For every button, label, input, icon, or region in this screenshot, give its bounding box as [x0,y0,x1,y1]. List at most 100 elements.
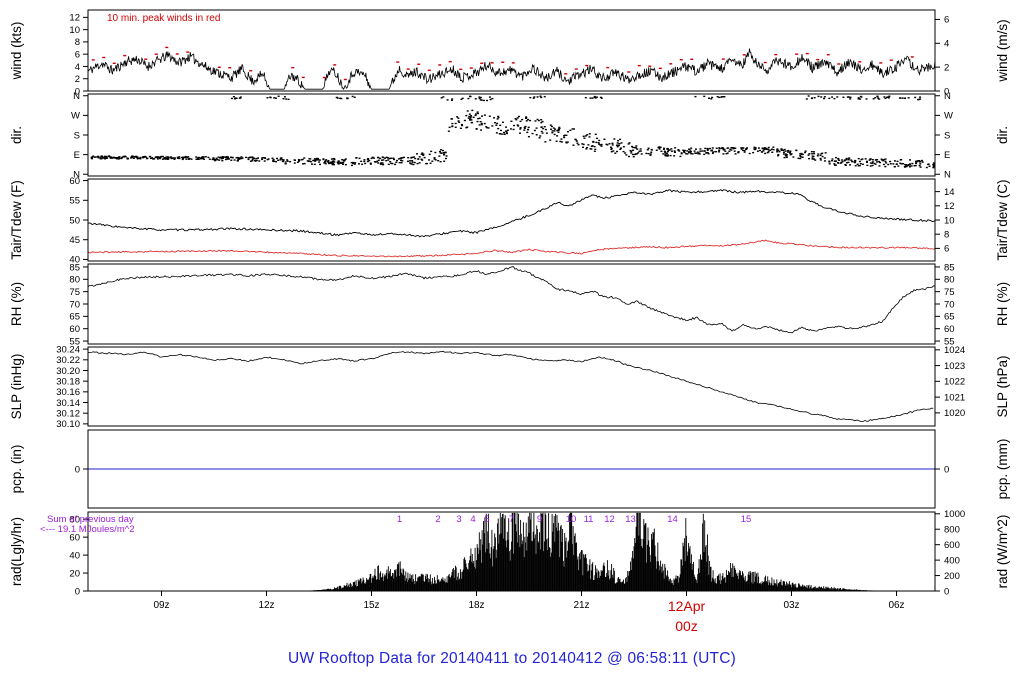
wind-dir-dot [874,96,877,99]
wind-dir-dot [165,156,168,158]
wind-dir-dot [743,149,746,152]
wind-dir-dot [893,160,896,162]
wind-dir-dot [769,149,772,151]
wind-dir-dot [637,152,640,154]
wind-dir-dot [748,152,751,155]
wind-dir-dot [819,157,822,160]
wind-dir-dot [707,97,710,99]
wind-dir-dot [118,156,121,158]
wind-dir-dot [531,132,534,135]
wind-dir-dot [195,156,198,158]
wind-dir-dot [158,157,161,160]
wind-dir-dot [892,163,895,165]
wind-dir-dot [928,165,931,167]
wind-dir-dot [900,158,903,161]
wind-dir-dot [219,156,222,158]
wind-dir-dot [745,148,748,150]
wind-dir-dot [196,157,199,159]
wind-dir-dot [355,157,358,159]
wind-dir-dot [771,151,774,153]
wind-dir-dot [813,152,816,155]
right-tick-label: 400 [944,555,960,566]
wind-dir-dot [109,156,112,158]
peak-wind-dot [343,78,347,81]
wind-dir-dot [805,98,808,100]
wind-dir-dot [350,164,353,167]
wind-dir-dot [174,157,177,159]
wind-dir-dot [470,121,473,124]
peak-wind-dot [690,58,694,60]
rad-hour-mark: 9 [537,514,542,525]
wind-dir-dot [861,158,864,160]
wind-dir-dot [525,117,528,119]
wind-dir-dot [614,152,617,154]
wind-dir-dot [706,148,709,150]
wind-dir-dot [532,97,535,99]
wind-dir-dot [609,146,612,148]
wind-dir-dot [843,160,846,162]
wind-dir-dot [342,163,345,165]
right-tick-label: 60 [944,324,955,335]
wind-dir-dot [105,156,108,158]
wind-dir-dot [297,159,300,161]
wind-dir-dot [670,150,673,152]
wind-dir-dot [519,132,522,134]
wind-dir-dot [673,151,676,153]
wind-dir-dot [581,146,584,149]
left-tick-label: 0 [75,86,80,97]
wind-dir-dot [479,96,482,99]
rad-hour-mark: 7 [509,514,514,525]
right-tick-label: 1024 [944,345,965,356]
wind-dir-dot [534,120,537,122]
wind-dir-dot [694,148,697,150]
left-tick-label: 30.24 [56,344,80,355]
wind-dir-dot [224,156,227,159]
wind-dir-dot [900,163,903,165]
wind-dir-dot [872,98,875,100]
wind-dir-dot [550,128,553,130]
wind-dir-dot [665,152,668,154]
peak-wind-dot [228,67,232,69]
wind-dir-dot [835,160,838,162]
wind-dir-dot [283,96,286,98]
left-tick-label: 75 [69,287,80,298]
wind-dir-dot [600,97,603,99]
wind-dir-dot [810,150,813,153]
wind-dir-dot [374,161,377,163]
wind-dir-dot [124,155,127,158]
wind-dir-dot [382,156,385,159]
right-tick-label: 6 [944,244,949,255]
wind-dir-dot [314,159,317,162]
wind-dir-dot [393,158,396,161]
wind-dir-dot [279,157,282,159]
wind-dir-dot [884,97,887,100]
wind-dir-dot [808,157,811,160]
wind-dir-dot [512,124,515,127]
wind-dir-dot [846,96,849,98]
wind-dir-dot [837,157,840,160]
wind-dir-dot [523,126,526,129]
peak-wind-dot [795,53,799,55]
wind-dir-dot [361,163,364,165]
wind-dir-dot [711,147,714,149]
wind-dir-dot [629,149,632,152]
wind-dir-dot [927,163,930,165]
wind-dir-dot [468,115,471,118]
wind-dir-dot [882,163,885,166]
wind-dir-dot [519,128,522,130]
wind-dir-dot [705,152,708,154]
wind-dir-dot [423,156,426,159]
wind-dir-dot [132,157,135,160]
wind-dir-dot [460,98,463,101]
wind-dir-dot [97,155,100,158]
x-tick-label: 18z [468,600,484,611]
panel-pcp: 0 0 pcp. (in) pcp. (mm) [9,429,1010,509]
wind-dir-dot [430,150,433,153]
wind-dir-dot [200,156,203,159]
wind-dir-dot [874,163,877,165]
wind-dir-dot [565,134,568,136]
peak-wind-dot [417,63,421,65]
wind-dir-dot [282,159,285,161]
wind-dir-dot [401,160,404,162]
wind-dir-dot [443,154,446,156]
